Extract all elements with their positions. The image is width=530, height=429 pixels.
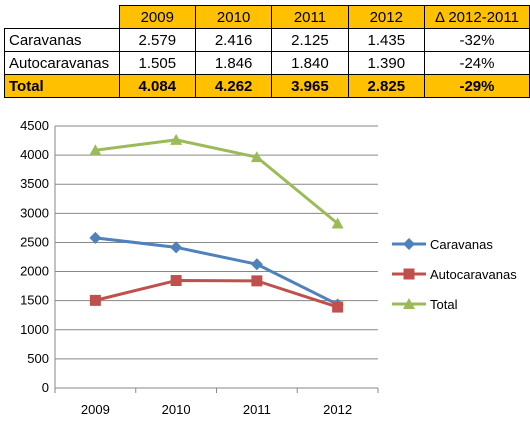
- y-tick-label: 3500: [20, 176, 49, 191]
- y-tick-label: 3000: [20, 205, 49, 220]
- y-tick-label: 0: [42, 380, 49, 395]
- table-cell: -24%: [423, 51, 530, 75]
- table-row-caravanas: Caravanas 2.579 2.416 2.125 1.435 -32%: [4, 28, 530, 52]
- data-point-total: [331, 217, 344, 229]
- table-cell: 1.505: [118, 51, 196, 75]
- data-point-autocaravanas: [89, 294, 101, 306]
- table-header-2010: 2010: [194, 5, 273, 29]
- x-tick-label: 2009: [81, 402, 110, 417]
- data-point-autocaravanas: [251, 275, 263, 287]
- data-point-caravanas: [250, 258, 263, 271]
- table-row-autocaravanas: Autocaravanas 1.505 1.846 1.840 1.390 -2…: [4, 51, 530, 75]
- x-tick-label: 2010: [162, 402, 191, 417]
- legend-label: Caravanas: [430, 237, 493, 252]
- legend-label: Autocaravanas: [430, 267, 517, 282]
- table-row-total: Total 4.084 4.262 3.965 2.825 -29%: [4, 74, 530, 98]
- table-header-delta: Δ 2012-2011: [423, 5, 530, 29]
- table-cell: 2.825: [347, 74, 425, 98]
- table-cell: 2.125: [271, 28, 349, 52]
- y-tick-label: 500: [27, 351, 49, 366]
- table-cell: 1.390: [347, 51, 425, 75]
- table-header-2009: 2009: [118, 5, 196, 29]
- table-cell: Caravanas: [4, 28, 120, 52]
- y-tick-label: 1500: [20, 293, 49, 308]
- y-tick-label: 2500: [20, 234, 49, 249]
- table-cell: 1.840: [271, 51, 349, 75]
- legend-marker: [403, 268, 415, 280]
- data-point-autocaravanas: [332, 301, 344, 313]
- table-cell: Autocaravanas: [4, 51, 120, 75]
- data-table: 2009 2010 2011 2012 Δ 2012-2011 Caravana…: [4, 5, 530, 98]
- table-cell: 4.084: [118, 74, 196, 98]
- data-point-total: [89, 144, 102, 156]
- y-tick-label: 1000: [20, 322, 49, 337]
- data-point-caravanas: [89, 231, 102, 244]
- table-cell: 2.579: [118, 28, 196, 52]
- x-tick-label: 2011: [243, 402, 271, 417]
- y-tick-label: 4500: [20, 118, 49, 133]
- table-cell: Total: [4, 74, 120, 98]
- series-line-caravanas: [95, 236, 339, 306]
- table-cell: -29%: [423, 74, 530, 98]
- table-header-blank: [4, 5, 120, 29]
- table-header-2012: 2012: [347, 5, 425, 29]
- data-point-total: [170, 133, 183, 145]
- table-header-2011: 2011: [271, 5, 349, 29]
- x-tick-label: 2012: [323, 402, 352, 417]
- table-cell: 2.416: [194, 28, 273, 52]
- table-cell: -32%: [423, 28, 530, 52]
- table-cell: 4.262: [194, 74, 273, 98]
- table-header-row: 2009 2010 2011 2012 Δ 2012-2011: [4, 5, 530, 29]
- series-line-total: [95, 138, 339, 225]
- data-point-total: [250, 151, 263, 163]
- series-line-autocaravanas: [95, 279, 339, 309]
- legend-marker: [403, 238, 415, 250]
- legend-label: Total: [430, 297, 458, 312]
- data-point-autocaravanas: [170, 275, 182, 287]
- table-cell: 3.965: [271, 74, 349, 98]
- line-chart: 0 500 1000 1500 2000 2500 3000 3500 4000 4500 2009…: [20, 118, 517, 417]
- y-tick-label: 4000: [20, 147, 49, 162]
- table-cell: 1.435: [347, 28, 425, 52]
- data-point-caravanas: [170, 241, 183, 254]
- table-cell: 1.846: [194, 51, 273, 75]
- y-tick-label: 2000: [20, 264, 49, 279]
- legend-marker: [403, 298, 415, 309]
